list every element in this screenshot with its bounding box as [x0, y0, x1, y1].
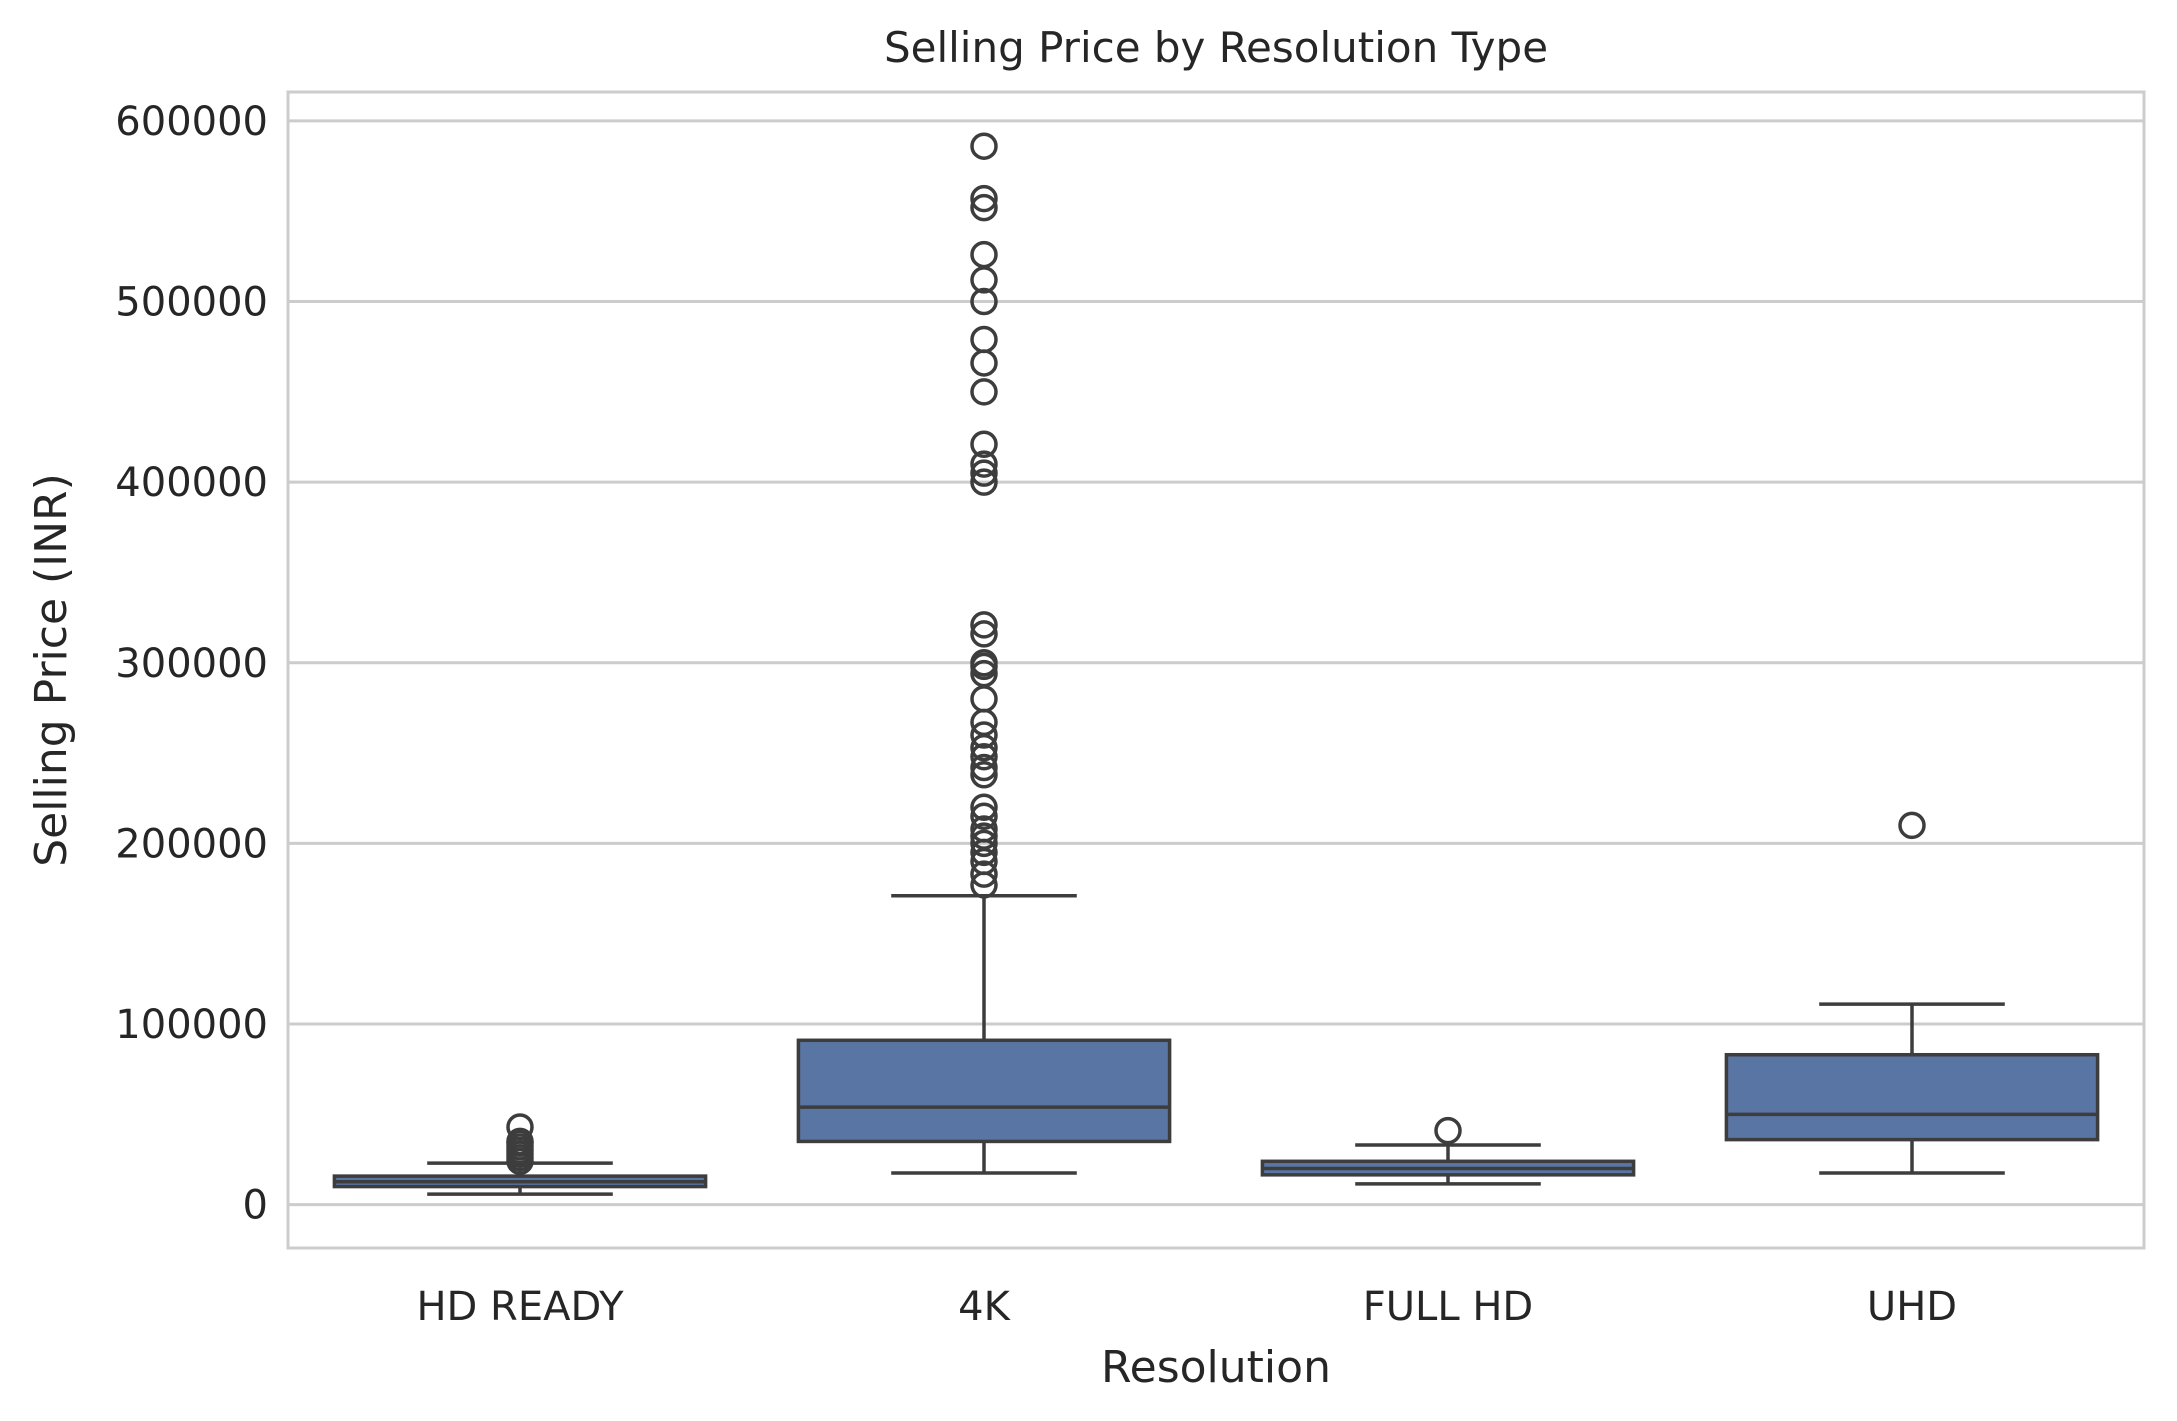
outlier-point: [506, 1113, 534, 1141]
x-tick-label: UHD: [1867, 1284, 1957, 1330]
grid-lines: [288, 119, 2144, 1207]
outlier-point: [970, 721, 998, 749]
x-axis-label: Resolution: [1101, 1342, 1331, 1393]
outlier-point: [970, 132, 998, 160]
outlier-point: [970, 742, 998, 771]
y-axis-label: Selling Price (INR): [26, 473, 77, 867]
outlier-point: [970, 378, 998, 406]
outlier-point: [970, 184, 998, 213]
y-tick-label: 600000: [115, 99, 268, 145]
outlier-point: [970, 761, 998, 789]
outlier-point: [970, 685, 998, 713]
x-tick-label: 4K: [958, 1284, 1011, 1330]
boxes: [332, 132, 2100, 1196]
outlier-point: [970, 802, 998, 831]
x-tick-label: HD READY: [416, 1284, 624, 1330]
y-tick-label: 200000: [115, 821, 268, 867]
y-tick-label: 500000: [115, 280, 268, 326]
y-tick-labels: 0 100000 200000 300000 400000 500000 600000: [115, 99, 268, 1229]
outlier-point: [970, 459, 998, 487]
outlier-point: [1898, 811, 1926, 840]
outlier-point: [970, 193, 998, 222]
outlier-point: [970, 287, 998, 316]
outlier-point: [970, 822, 998, 850]
outlier-point: [970, 450, 998, 478]
y-tick-label: 400000: [115, 460, 268, 506]
y-tick-label: 300000: [115, 641, 268, 687]
x-tick-label: FULL HD: [1363, 1284, 1533, 1330]
outlier-point: [970, 753, 998, 782]
iqr-box: [796, 1038, 1172, 1144]
outlier-point: [970, 240, 998, 269]
plot-frame: [286, 90, 2146, 1250]
outlier-point: [1434, 1116, 1462, 1145]
outlier-point: [970, 659, 998, 688]
outlier-point: [970, 325, 998, 354]
outlier-point: [970, 793, 998, 822]
chart-title: Selling Price by Resolution Type: [884, 23, 1548, 72]
box-group: [332, 1113, 708, 1196]
outlier-point: [970, 649, 998, 677]
box-group: [1724, 811, 2100, 1175]
outlier-point: [970, 611, 998, 639]
outlier-point: [970, 815, 998, 843]
y-tick-label: 0: [243, 1183, 268, 1229]
outlier-point: [506, 1127, 534, 1156]
x-tick-labels: HD READY 4K FULL HD UHD: [416, 1284, 1957, 1330]
outlier-point: [970, 468, 998, 496]
outlier-point: [970, 829, 998, 858]
iqr-box: [1724, 1052, 2100, 1142]
box-group: [1260, 1116, 1636, 1186]
outlier-point: [970, 430, 998, 458]
outlier-point: [970, 349, 998, 377]
y-tick-label: 100000: [115, 1002, 268, 1048]
outlier-point: [970, 620, 998, 648]
box-group: [796, 132, 1172, 1175]
outlier-point: [970, 860, 998, 888]
